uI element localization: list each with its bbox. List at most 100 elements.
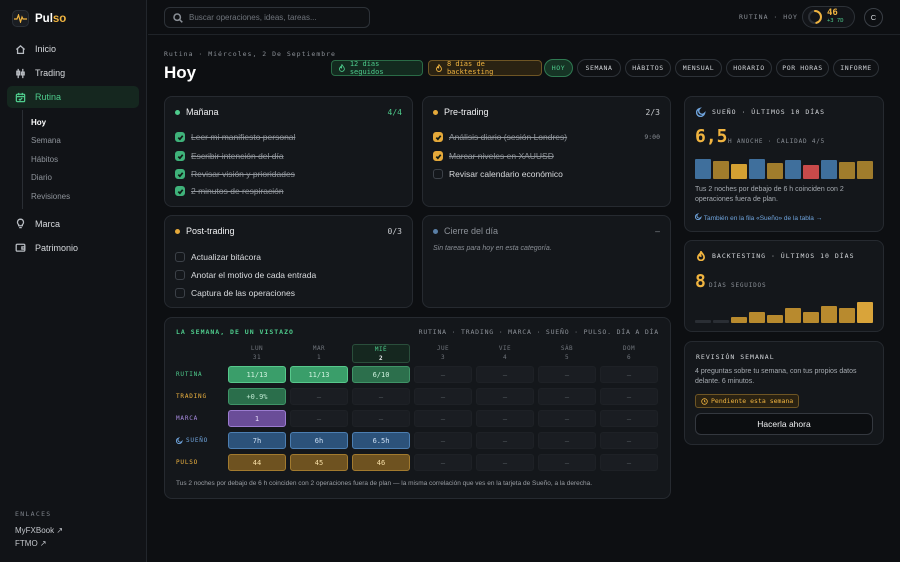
calendar-check-icon	[15, 92, 26, 102]
subnav-diario[interactable]: Diario	[31, 173, 52, 183]
week-cell[interactable]: 46	[352, 454, 410, 471]
week-cell[interactable]: 6/10	[352, 366, 410, 383]
task-item[interactable]: 2 minutos de respiración	[175, 186, 402, 196]
tab-informe[interactable]: INFORME	[833, 59, 879, 77]
row-label-trading: TRADING	[176, 393, 207, 400]
checkbox-unchecked[interactable]	[175, 270, 185, 280]
week-cell[interactable]: —	[476, 388, 534, 405]
backtesting-bar	[749, 312, 765, 323]
day-header: MAR 1	[312, 345, 326, 361]
card-pre-trading: Pre-trading 2/3 Análisis diario (sesión …	[422, 96, 671, 207]
tab-por-horas[interactable]: POR HORAS	[776, 59, 829, 77]
week-cell[interactable]: —	[538, 454, 596, 471]
checkbox-checked[interactable]	[175, 186, 185, 196]
week-cell[interactable]: —	[290, 410, 348, 427]
sleep-sub: H ANOCHE · CALIDAD 4/5	[728, 138, 826, 145]
week-cell[interactable]: 11/13	[290, 366, 348, 383]
week-cell[interactable]: 44	[228, 454, 286, 471]
task-item[interactable]: Análisis diario (sesión Londres) 9:00	[433, 132, 660, 142]
week-cell[interactable]: 6.5h	[352, 432, 410, 449]
sleep-bar	[839, 162, 855, 179]
sidebar-item-rutina[interactable]: Rutina	[7, 86, 139, 108]
week-cell[interactable]: —	[476, 410, 534, 427]
day-header: JUE 3	[436, 345, 450, 361]
checkbox-checked[interactable]	[175, 151, 185, 161]
checkbox-unchecked[interactable]	[175, 252, 185, 262]
subnav-habitos[interactable]: Hábitos	[31, 154, 59, 164]
week-cell[interactable]: —	[414, 432, 472, 449]
task-item[interactable]: Revisar visión y prioridades	[175, 169, 402, 179]
start-review-button[interactable]: Hacerla ahora	[695, 413, 873, 435]
week-cell[interactable]: —	[600, 388, 658, 405]
week-cell[interactable]: +0.9%	[228, 388, 286, 405]
checkbox-checked[interactable]	[433, 151, 443, 161]
subnav-revisiones[interactable]: Revisiones	[31, 191, 71, 201]
week-cell[interactable]: —	[476, 454, 534, 471]
brand-name: Pulso	[35, 12, 67, 25]
brand-logo[interactable]: Pulso	[12, 10, 66, 27]
week-cell[interactable]: —	[414, 366, 472, 383]
task-item[interactable]: Marcar niveles en XAUUSD	[433, 151, 660, 161]
sidebar-item-trading[interactable]: Trading	[7, 62, 139, 84]
task-item[interactable]: Captura de las operaciones	[175, 288, 402, 298]
week-cell[interactable]: 45	[290, 454, 348, 471]
card-header: Mañana 4/4	[175, 107, 402, 117]
checkbox-checked[interactable]	[433, 132, 443, 142]
task-item[interactable]: Actualizar bitácora	[175, 252, 402, 262]
task-item[interactable]: Leer mi manifiesto personal	[175, 132, 402, 142]
link-myfxbook[interactable]: MyFXBook ↗	[15, 526, 64, 535]
week-cell[interactable]: —	[414, 454, 472, 471]
tab-mensual[interactable]: MENSUAL	[675, 59, 722, 77]
sidebar-item-label: Marca	[35, 218, 61, 229]
sidebar-item-label: Rutina	[35, 92, 62, 102]
pulse-score-widget[interactable]: 46 +3 7D	[802, 6, 855, 28]
checkbox-unchecked[interactable]	[175, 288, 185, 298]
sidebar-item-inicio[interactable]: Inicio	[7, 38, 139, 60]
week-cell[interactable]: —	[538, 432, 596, 449]
task-item[interactable]: Escribir intención del día	[175, 151, 402, 161]
week-cell[interactable]: —	[600, 366, 658, 383]
sleep-bar	[695, 159, 711, 179]
week-cell[interactable]: 11/13	[228, 366, 286, 383]
link-ftmo[interactable]: FTMO ↗	[15, 539, 47, 548]
tab-horario[interactable]: HORARIO	[726, 59, 772, 77]
week-cell[interactable]: —	[352, 388, 410, 405]
checkbox-unchecked[interactable]	[433, 169, 443, 179]
checkbox-checked[interactable]	[175, 132, 185, 142]
sleep-table-link[interactable]: También en la fila «Sueño» de la tabla →	[694, 213, 822, 222]
week-cell[interactable]: —	[414, 410, 472, 427]
tab-habitos[interactable]: HÁBITOS	[625, 59, 671, 77]
topbar: RUTINA · HOY 46 +3 7D C	[148, 0, 900, 35]
rutina-subnav: Hoy Semana Hábitos Diario Revisiones	[22, 110, 139, 209]
tab-semana[interactable]: SEMANA	[577, 59, 621, 77]
check-icon	[435, 153, 441, 160]
week-cell[interactable]: 6h	[290, 432, 348, 449]
week-cell[interactable]: 1	[228, 410, 286, 427]
sleep-bar	[785, 160, 801, 179]
week-cell[interactable]: —	[414, 388, 472, 405]
subnav-semana[interactable]: Semana	[31, 136, 61, 146]
week-cell[interactable]: —	[538, 366, 596, 383]
week-cell[interactable]: —	[538, 410, 596, 427]
week-cell[interactable]: —	[290, 388, 348, 405]
week-cell[interactable]: —	[476, 366, 534, 383]
subnav-hoy[interactable]: Hoy	[31, 117, 47, 127]
checkbox-checked[interactable]	[175, 169, 185, 179]
tab-hoy[interactable]: HOY	[544, 59, 573, 77]
sidebar-item-patrimonio[interactable]: Patrimonio	[7, 237, 139, 259]
sidebar-item-marca[interactable]: Marca	[7, 213, 139, 235]
task-item[interactable]: Anotar el motivo de cada entrada	[175, 270, 402, 280]
week-cell[interactable]: —	[352, 410, 410, 427]
week-cell[interactable]: —	[476, 432, 534, 449]
card-title: Post-trading	[186, 226, 235, 236]
week-cell[interactable]: —	[600, 410, 658, 427]
search-input[interactable]	[189, 13, 359, 22]
week-cell[interactable]: —	[600, 432, 658, 449]
card-title: Cierre del día	[444, 226, 499, 236]
week-cell[interactable]: —	[538, 388, 596, 405]
task-item[interactable]: Revisar calendario económico	[433, 169, 660, 179]
week-cell[interactable]: —	[600, 454, 658, 471]
check-icon	[435, 134, 441, 141]
avatar[interactable]: C	[864, 8, 883, 27]
week-cell[interactable]: 7h	[228, 432, 286, 449]
